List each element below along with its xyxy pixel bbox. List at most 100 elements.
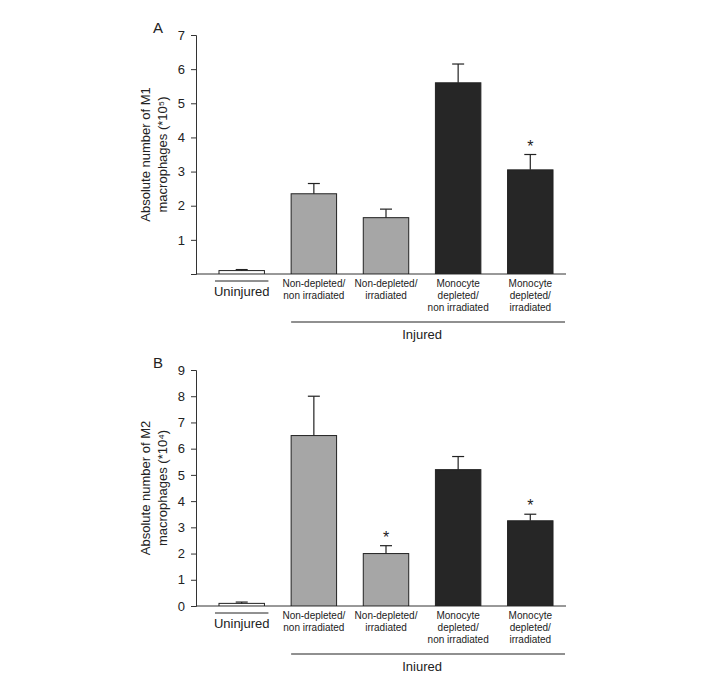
x-tick-label: Non-depleted/non irradiated — [282, 610, 345, 633]
bar — [508, 521, 553, 606]
y-tick-label: 0 — [178, 599, 185, 614]
y-tick: 7 — [178, 28, 196, 43]
y-tick-label: 2 — [178, 546, 185, 561]
y-tick-mark — [191, 69, 196, 70]
y-tick-label: 7 — [178, 415, 185, 430]
error-bar-stem — [530, 155, 531, 170]
x-tick-label: Monocytedepleted/non irradiated — [428, 278, 489, 313]
y-tick: 0 — [178, 599, 196, 614]
y-tick-label: 3 — [178, 164, 185, 179]
x-axis: Non-depleted/non irradiated Non-depleted/… — [196, 274, 566, 313]
y-tick-mark — [191, 370, 196, 371]
error-bar — [236, 602, 248, 603]
x-tick: Monocytedepleted/non irradiated — [428, 606, 489, 645]
y-axis: 0123456789 — [178, 363, 197, 614]
group-line — [291, 653, 565, 654]
y-tick: 8 — [178, 389, 196, 404]
error-bar — [524, 514, 536, 521]
x-axis: Non-depleted/non irradiated Non-depleted/… — [196, 606, 566, 645]
significance-marker: * — [527, 138, 533, 155]
y-tick: 1 — [178, 572, 196, 587]
y-axis-title: Absolute number of M1macrophages (*10⁵) — [138, 87, 170, 221]
y-tick-label: 2 — [178, 198, 185, 213]
x-tick: Monocytedepleted/non irradiated — [428, 274, 489, 313]
y-tick-mark — [191, 554, 196, 555]
plot-area — [219, 64, 553, 274]
y-tick-mark — [191, 396, 196, 397]
y-tick-label: 1 — [178, 233, 185, 248]
y-tick: 3 — [178, 164, 196, 179]
x-tick: Non-depleted/non irradiated — [282, 606, 345, 633]
y-tick: 7 — [178, 415, 196, 430]
error-bar-stem — [458, 64, 459, 83]
panel-title: A — [153, 19, 163, 36]
bar — [219, 603, 264, 606]
bar — [363, 218, 408, 274]
y-tick: 2 — [178, 546, 196, 561]
y-tick-mark — [191, 449, 196, 450]
error-bar — [452, 457, 464, 470]
x-tick: Monocytedepleted/irradiated — [509, 606, 553, 645]
y-tick-label: 8 — [178, 389, 185, 404]
error-bar — [308, 184, 320, 194]
bar — [435, 83, 480, 274]
error-bar-stem — [458, 457, 459, 470]
panel: B0123456789Absolute number of M2macropha… — [138, 354, 566, 674]
x-tick-label: Non-depleted/irradiated — [355, 610, 418, 633]
bar — [291, 436, 336, 606]
error-bar — [452, 64, 464, 83]
y-tick-label: 6 — [178, 441, 185, 456]
y-tick-label: 9 — [178, 363, 185, 378]
bar — [363, 554, 408, 606]
error-bar-stem — [313, 396, 314, 435]
figure: A 1 2 3 4 5 6 7 Absolute number of M1macrophages… — [0, 0, 714, 679]
x-tick: Monocytedepleted/irradiated — [509, 274, 553, 313]
y-tick-mark — [191, 240, 196, 241]
x-tick: Non-depleted/irradiated — [355, 606, 418, 633]
error-bar — [380, 209, 392, 218]
y-axis-title: Absolute number of M2macrophages (*10⁴) — [138, 421, 170, 555]
bar — [291, 194, 336, 274]
y-tick: 6 — [178, 441, 196, 456]
error-bar-cap — [452, 456, 464, 457]
error-bar-cap — [380, 209, 392, 210]
y-tick-label: 7 — [178, 28, 185, 43]
y-tick: 4 — [178, 494, 196, 509]
bar — [435, 470, 480, 606]
y-axis: 1234567 — [178, 28, 197, 275]
error-bar-stem — [385, 546, 386, 554]
y-axis-line — [191, 36, 197, 275]
x-tick-label: Non-depleted/irradiated — [355, 278, 418, 301]
panel: A1234567Absolute number of M1macrophages… — [138, 19, 566, 342]
x-tick: Non-depleted/non irradiated — [282, 274, 345, 301]
y-tick: 1 — [178, 233, 196, 248]
y-tick-mark — [191, 527, 196, 528]
y-axis-line — [191, 371, 197, 607]
group-line — [215, 613, 268, 614]
bar — [219, 271, 264, 274]
error-bar — [236, 270, 248, 271]
y-tick-label: 6 — [178, 62, 185, 77]
y-tick-label: 1 — [178, 572, 185, 587]
error-bar-cap — [452, 63, 464, 64]
y-tick: 5 — [178, 96, 196, 111]
group-label: Injured — [402, 327, 442, 342]
y-tick: 2 — [178, 198, 196, 213]
x-tick-label: Monocytedepleted/irradiated — [509, 610, 553, 645]
error-bar — [524, 155, 536, 170]
error-bar-stem — [530, 514, 531, 521]
x-tick-label: Monocytedepleted/irradiated — [509, 278, 553, 313]
error-bar — [380, 546, 392, 554]
panel-title: B — [153, 354, 163, 371]
y-tick-label: 4 — [178, 494, 185, 509]
group-line — [291, 321, 565, 322]
y-tick-mark — [191, 580, 196, 581]
error-bar-cap — [236, 269, 248, 270]
error-bar-cap — [308, 396, 320, 397]
y-tick-label: 5 — [178, 96, 185, 111]
y-tick-mark — [191, 475, 196, 476]
group-label: Uninjured — [214, 284, 270, 299]
y-tick-mark — [191, 172, 196, 173]
x-tick-label: Non-depleted/non irradiated — [282, 278, 345, 301]
error-bar-cap — [308, 183, 320, 184]
